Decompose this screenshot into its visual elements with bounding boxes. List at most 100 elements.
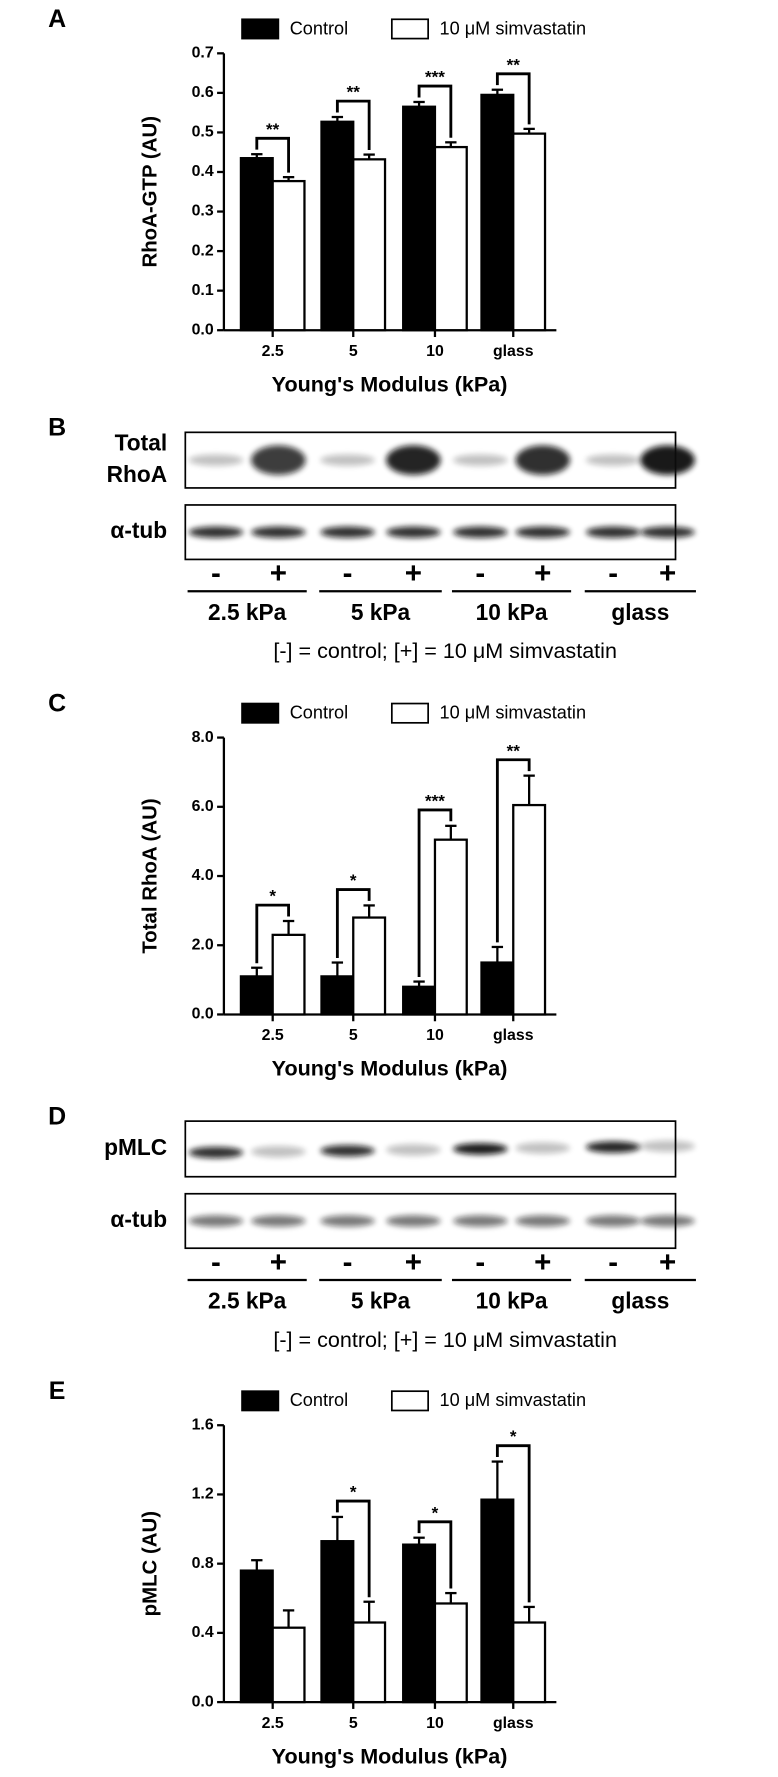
x-axis-label: Young's Modulus (kPa) bbox=[272, 1743, 508, 1768]
blot-band bbox=[640, 1140, 695, 1152]
blot-band bbox=[188, 454, 244, 466]
bar bbox=[402, 985, 437, 1016]
x-axis-label: Young's Modulus (kPa) bbox=[272, 1056, 508, 1081]
blot-band bbox=[188, 526, 244, 538]
blot-band bbox=[515, 1215, 570, 1227]
group-label: 10 kPa bbox=[476, 599, 548, 625]
bar bbox=[239, 975, 274, 1016]
group-label: glass bbox=[611, 1288, 669, 1314]
significance-bracket bbox=[255, 136, 290, 173]
group-label: 10 kPa bbox=[476, 1288, 548, 1314]
significance-bracket bbox=[495, 1444, 531, 1603]
significance-bracket bbox=[335, 888, 371, 959]
blot-row-label: α-tub bbox=[110, 1206, 167, 1232]
bar bbox=[239, 1569, 274, 1704]
y-tick-label: 8.0 bbox=[192, 729, 214, 746]
significance-bracket bbox=[417, 808, 453, 978]
group-label: 2.5 kPa bbox=[208, 1288, 287, 1314]
y-tick-label: 4.0 bbox=[192, 867, 214, 884]
bar bbox=[512, 803, 547, 1016]
significance-label: *** bbox=[425, 68, 445, 87]
x-tick-label: glass bbox=[493, 1715, 534, 1732]
x-axis-label: Young's Modulus (kPa) bbox=[272, 371, 508, 396]
bar bbox=[239, 157, 274, 332]
bar bbox=[433, 1602, 468, 1704]
significance-bracket bbox=[417, 1520, 453, 1589]
group-label: 5 kPa bbox=[351, 1288, 411, 1314]
x-tick-label: 10 bbox=[426, 1027, 444, 1044]
blot-band bbox=[515, 1142, 570, 1154]
y-tick-label: 0.1 bbox=[192, 282, 214, 299]
blot-band bbox=[188, 1146, 244, 1159]
y-tick-label: 0.8 bbox=[192, 1555, 214, 1572]
x-tick-label: 5 bbox=[349, 343, 358, 360]
bar bbox=[480, 1498, 515, 1704]
blot-band bbox=[251, 1215, 306, 1227]
bar bbox=[402, 105, 437, 332]
significance-bracket bbox=[495, 758, 531, 943]
legend-swatch bbox=[390, 1390, 429, 1412]
significance-label: * bbox=[269, 887, 276, 906]
lane-sign: + bbox=[405, 1246, 422, 1279]
legend-label: 10 μM simvastatin bbox=[439, 1390, 586, 1410]
lane-sign: + bbox=[659, 1246, 676, 1279]
blot-band bbox=[640, 1215, 695, 1227]
y-tick-label: 0.4 bbox=[192, 163, 214, 180]
legend-swatch bbox=[241, 18, 280, 40]
y-tick-label: 0.4 bbox=[192, 1624, 214, 1641]
x-tick-label: 5 bbox=[349, 1715, 358, 1732]
bar bbox=[320, 120, 355, 332]
y-tick-label: 0.2 bbox=[192, 242, 214, 259]
blot-band bbox=[453, 1143, 508, 1155]
y-tick-label: 1.6 bbox=[192, 1416, 214, 1433]
blot-row-label: Total bbox=[115, 429, 168, 455]
blot-caption: [-] = control; [+] = 10 μM simvastatin bbox=[273, 1327, 617, 1352]
bar bbox=[512, 132, 547, 332]
panel-label: B bbox=[48, 414, 66, 442]
lane-sign: - bbox=[475, 1246, 485, 1279]
y-tick-label: 0.6 bbox=[192, 84, 214, 101]
panel-label: E bbox=[49, 1377, 66, 1405]
significance-label: ** bbox=[266, 120, 280, 139]
blot-band bbox=[386, 1215, 441, 1227]
group-label: 2.5 kPa bbox=[208, 599, 287, 625]
blot-band bbox=[453, 526, 508, 538]
x-tick-label: glass bbox=[493, 343, 534, 360]
bar bbox=[352, 1621, 387, 1704]
blot-band bbox=[251, 526, 306, 538]
y-tick-label: 1.2 bbox=[192, 1486, 214, 1503]
lane-sign: + bbox=[405, 557, 422, 590]
significance-label: ** bbox=[507, 741, 521, 760]
panel-label: C bbox=[48, 689, 66, 717]
significance-label: ** bbox=[347, 83, 361, 102]
y-tick-label: 0.0 bbox=[192, 321, 214, 338]
legend-label: Control bbox=[290, 1390, 348, 1410]
lane-sign: - bbox=[211, 557, 221, 590]
significance-label: ** bbox=[507, 55, 521, 74]
bar bbox=[433, 838, 468, 1016]
group-label: 5 kPa bbox=[351, 599, 411, 625]
lane-sign: + bbox=[534, 1246, 551, 1279]
blot-band bbox=[453, 1215, 508, 1227]
blot-band bbox=[515, 445, 570, 475]
bar bbox=[320, 1540, 355, 1704]
legend-label: Control bbox=[290, 703, 348, 723]
blot-band bbox=[640, 445, 695, 475]
y-tick-label: 0.0 bbox=[192, 1006, 214, 1023]
blot-band bbox=[453, 454, 508, 466]
panel-label: D bbox=[48, 1102, 66, 1130]
blot-band bbox=[386, 445, 441, 475]
lane-sign: - bbox=[343, 1246, 353, 1279]
x-tick-label: 2.5 bbox=[262, 343, 284, 360]
blot-band bbox=[188, 1215, 244, 1227]
blot-row-label: RhoA bbox=[107, 461, 168, 487]
blot-band bbox=[320, 1145, 375, 1157]
y-tick-label: 0.0 bbox=[192, 1693, 214, 1710]
blot-band bbox=[320, 1215, 375, 1227]
lane-sign: + bbox=[534, 557, 551, 590]
blot-band bbox=[251, 445, 306, 475]
lane-sign: - bbox=[475, 557, 485, 590]
significance-label: * bbox=[350, 1483, 357, 1502]
